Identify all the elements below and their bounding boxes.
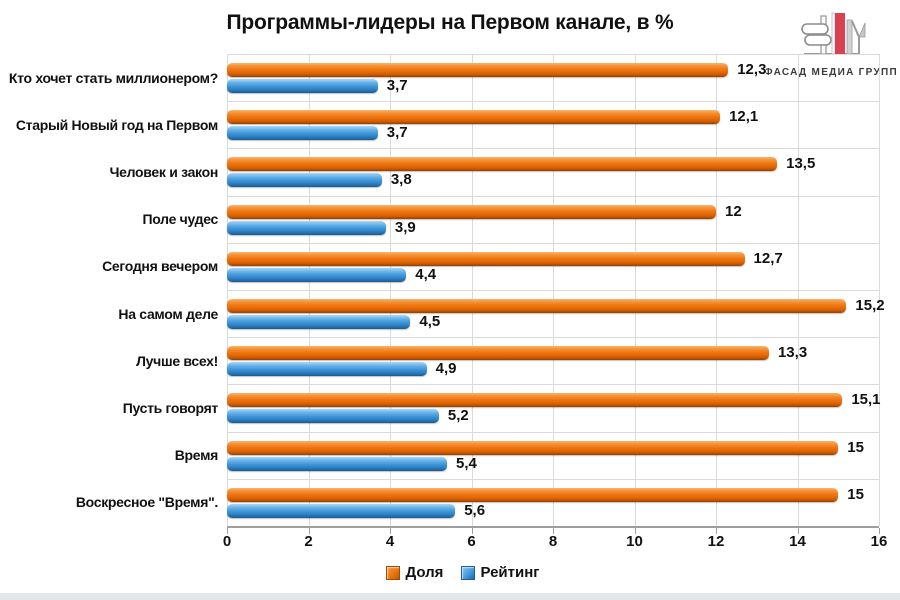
chart-title: Программы-лидеры на Первом канале, в % — [226, 11, 674, 34]
axis-tick-mark — [390, 528, 391, 534]
gridline-vertical — [879, 54, 880, 526]
logo-mark: ФАСАД МЕДИА ГРУПП — [764, 12, 897, 78]
category-label: Поле чудес — [142, 211, 219, 228]
bar-reiting — [227, 362, 427, 377]
axis-tick-label: 6 — [467, 533, 476, 550]
gridline-horizontal — [227, 384, 879, 386]
gridline-horizontal — [227, 195, 879, 197]
bar-value-label: 15 — [847, 485, 864, 503]
category-label: Пусть говорят — [122, 399, 219, 416]
x-axis-labels: 0 2 4 6 8 10 12 14 16 — [223, 533, 888, 553]
category-label: На самом деле — [118, 305, 218, 322]
bar-value-label: 3,7 — [386, 124, 408, 142]
axis-tick-mark — [471, 528, 473, 534]
axis-tick-label: 0 — [222, 533, 232, 550]
category-label: Человек и закон — [109, 163, 219, 180]
legend-swatch-dolya-icon — [386, 565, 401, 580]
bar-dolya — [227, 299, 847, 313]
axis-tick-mark — [879, 528, 880, 534]
axis-tick-label: 2 — [304, 533, 313, 550]
bar-dolya — [227, 157, 778, 172]
bar-reiting — [227, 456, 448, 471]
legend-item-reiting: Рейтинг — [461, 564, 540, 581]
gridline-horizontal — [227, 54, 879, 55]
gridline-horizontal — [227, 478, 879, 480]
plot-area: 12,3 3,7 12,1 3,7 13,5 3,8 12 3,9 12,7 4,4 15,2 4,5… — [227, 54, 885, 534]
bar-value-label: 4,9 — [435, 360, 457, 378]
bar-value-label: 12,3 — [737, 61, 767, 78]
bar-reiting — [227, 267, 407, 282]
bar-value-label: 15 — [847, 438, 864, 456]
gridline-horizontal — [227, 290, 879, 291]
legend-label-dolya: Доля — [405, 564, 444, 581]
category-label: Воскресное "Время". — [75, 494, 218, 511]
bar-reiting — [227, 126, 378, 141]
category-labels: Кто хочет стать миллионером? Старый Новый… — [0, 54, 218, 526]
bar-value-label: 12 — [725, 202, 742, 220]
bar-value-label: 5,2 — [447, 407, 469, 425]
category-label: Кто хочет стать миллионером? — [8, 69, 218, 86]
gridline-horizontal — [227, 101, 879, 103]
category-label: Сегодня вечером — [102, 258, 218, 275]
axis-tick-label: 4 — [385, 533, 395, 550]
bar-value-label: 4,5 — [419, 313, 441, 330]
axis-tick-mark — [553, 528, 554, 534]
bar-dolya — [227, 487, 839, 502]
bar-value-label: 12,7 — [753, 249, 783, 267]
bar-dolya — [227, 110, 721, 125]
category-label: Время — [174, 447, 219, 464]
axis-tick-mark — [797, 528, 799, 534]
bar-reiting — [227, 503, 456, 518]
bar-dolya — [227, 251, 745, 266]
gridline-horizontal — [227, 242, 879, 244]
bar-dolya — [227, 204, 716, 219]
bar-value-label: 5,6 — [464, 501, 486, 519]
axis-tick-label: 10 — [626, 533, 643, 550]
bar-value-label: 12,1 — [729, 108, 759, 126]
bar-value-label: 3,7 — [386, 77, 408, 94]
bar-value-label: 13,3 — [777, 344, 808, 362]
bar-reiting — [227, 79, 378, 93]
axis-tick-mark — [308, 528, 310, 534]
axis-tick-label: 14 — [789, 533, 806, 550]
bar-value-label: 13,5 — [786, 155, 816, 173]
gridline-horizontal — [227, 431, 879, 433]
category-label: Лучше всех! — [136, 352, 218, 369]
axis-tick-mark — [716, 528, 717, 534]
gridline-horizontal — [227, 337, 879, 339]
bar-dolya — [227, 63, 729, 77]
category-label: Старый Новый год на Первом — [15, 116, 218, 133]
bar-value-label: 4,4 — [415, 265, 437, 283]
bar-reiting — [227, 220, 386, 235]
bar-dolya — [227, 346, 769, 361]
bar-dolya — [227, 440, 839, 455]
bar-reiting — [227, 173, 382, 188]
bar-value-label: 3,9 — [394, 218, 416, 236]
bar-dolya — [227, 393, 843, 408]
bar-value-label: 3,8 — [390, 171, 412, 189]
legend-label-reiting: Рейтинг — [480, 564, 540, 581]
bar-value-label: 5,4 — [456, 454, 477, 472]
gridline-horizontal — [227, 148, 879, 150]
bar-value-label: 15,2 — [855, 297, 885, 314]
axis-tick-label: 8 — [548, 533, 558, 550]
axis-tick-label: 16 — [870, 533, 888, 550]
bar-reiting — [227, 409, 439, 424]
bar-reiting — [227, 315, 411, 329]
axis-tick-mark — [634, 528, 636, 534]
legend: Доля Рейтинг — [13, 564, 900, 581]
logo-text: ФАСАД МЕДИА ГРУПП — [766, 67, 896, 78]
bottom-strip — [0, 593, 900, 600]
axis-tick-label: 12 — [707, 533, 725, 550]
legend-item-dolya: Доля — [386, 564, 443, 581]
legend-swatch-reiting-icon — [461, 565, 476, 580]
bar-value-label: 15,1 — [851, 391, 881, 409]
axis-tick-mark — [227, 528, 228, 534]
company-logo: ФАСАД МЕДИА ГРУПП — [764, 8, 897, 94]
